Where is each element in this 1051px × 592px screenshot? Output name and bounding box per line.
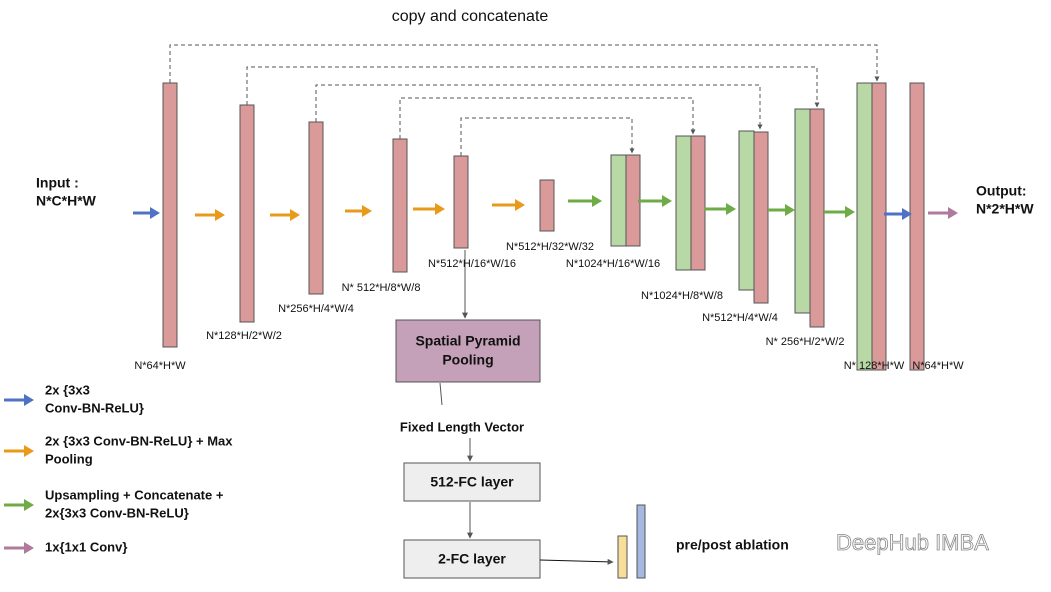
copy-line: [315, 84, 763, 130]
feature-label: N*512*H/4*W/4: [702, 312, 778, 324]
feature-label: N*512*H/32*W/32: [506, 241, 594, 253]
feature-bar: [162, 82, 178, 348]
arrow: [362, 205, 372, 217]
fc2-box: [403, 539, 541, 579]
ablation-label: pre/post ablation: [676, 537, 789, 553]
legend-arrow: [24, 445, 34, 457]
fc2-text: 2-FC layer: [438, 551, 506, 567]
feature-bar: [871, 82, 887, 371]
watermark: DeepHub IMBA: [836, 530, 989, 555]
arrow: [785, 204, 795, 216]
arrow: [290, 209, 300, 221]
spp-text: Pooling: [442, 352, 493, 368]
legend-arrow: [24, 499, 34, 511]
legend-text: 2x{3x3 Conv-BN-ReLU}: [45, 505, 189, 520]
legend-text: 2x {3x3 Conv-BN-ReLU} + Max: [45, 433, 233, 448]
arrow: [592, 195, 602, 207]
feature-label: N*512*H/16*W/16: [428, 258, 516, 270]
arrow: [902, 208, 912, 220]
input-label: Input :: [36, 175, 79, 191]
legend-arrow: [24, 394, 34, 406]
feature-label: N*64*H*W: [912, 360, 964, 372]
feature-bar: [239, 104, 255, 323]
feature-bar: [610, 154, 627, 247]
feature-label: N*256*H/4*W/4: [278, 303, 354, 315]
feature-bar: [392, 138, 408, 273]
feature-label: N*1024*H/16*W/16: [566, 258, 660, 270]
legend-text: Pooling: [45, 451, 93, 466]
ablation-bar: [636, 504, 646, 579]
spp-text: Spatial Pyramid: [415, 333, 520, 349]
feature-label: N*128*H/2*W/2: [206, 330, 282, 342]
legend-text: Conv-BN-ReLU}: [45, 400, 144, 415]
copy-line: [399, 97, 696, 139]
output-label: Output:: [976, 183, 1027, 199]
feature-label: N* 512*H/8*W/8: [342, 282, 421, 294]
feature-label: N*1024*H/8*W/8: [641, 290, 723, 302]
feature-bar: [453, 155, 469, 249]
feature-bar: [625, 154, 641, 247]
spp-box: [395, 319, 541, 383]
arrow: [539, 558, 614, 565]
feature-label: N* 128*H*W: [844, 360, 905, 372]
vector-label: Fixed Length Vector: [400, 419, 524, 434]
arrow: [515, 199, 525, 211]
connector: [439, 382, 443, 406]
arrow: [726, 203, 736, 215]
arrow: [948, 207, 958, 219]
feature-bar: [809, 108, 825, 328]
title: copy and concatenate: [392, 8, 549, 25]
feature-bar: [308, 121, 324, 295]
legend-text: Upsampling + Concatenate +: [45, 487, 224, 502]
output-shape: N*2*H*W: [976, 201, 1034, 217]
arrow: [662, 195, 672, 207]
feature-bar: [675, 135, 692, 271]
legend-arrow: [24, 542, 34, 554]
copy-line: [246, 66, 820, 108]
legend-text: 2x {3x3: [45, 382, 90, 397]
ablation-bar: [617, 535, 628, 579]
arrow: [215, 209, 225, 221]
feature-bar: [909, 82, 925, 371]
feature-label: N* 256*H/2*W/2: [766, 336, 845, 348]
feature-bar: [690, 135, 706, 271]
copy-line: [460, 117, 635, 156]
arrow: [435, 203, 445, 215]
input-shape: N*C*H*W: [36, 193, 97, 209]
arrow: [150, 207, 160, 219]
feature-bar: [856, 82, 873, 371]
feature-label: N*64*H*W: [134, 360, 186, 372]
feature-bar: [753, 131, 769, 304]
feature-bar: [539, 179, 555, 232]
fc1-box: [403, 462, 541, 502]
copy-line: [169, 44, 880, 83]
feature-bar: [738, 130, 755, 291]
arrow: [845, 206, 855, 218]
feature-bar: [794, 108, 811, 314]
fc1-text: 512-FC layer: [430, 474, 514, 490]
legend-text: 1x{1x1 Conv}: [45, 539, 127, 554]
